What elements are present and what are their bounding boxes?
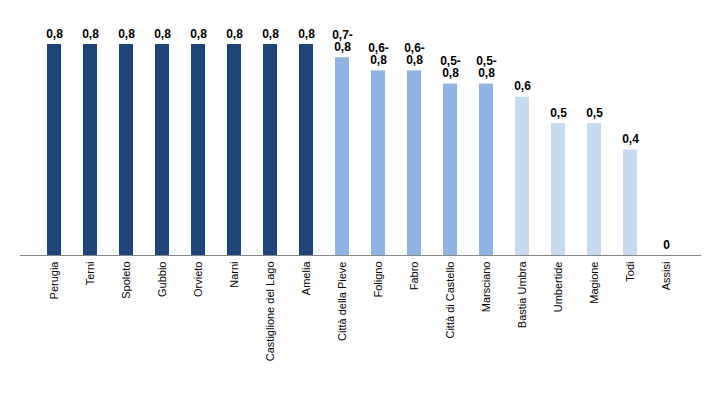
svg-text:Assisi: Assisi	[660, 262, 672, 291]
svg-text:Orvieto: Orvieto	[192, 262, 204, 297]
svg-text:0,8: 0,8	[82, 27, 99, 41]
svg-text:Amelia: Amelia	[300, 261, 312, 296]
svg-text:0,5: 0,5	[586, 106, 603, 120]
svg-text:Magione: Magione	[588, 262, 600, 304]
svg-text:Fabro: Fabro	[408, 262, 420, 291]
svg-text:Città della Pieve: Città della Pieve	[336, 262, 348, 342]
svg-text:0,8: 0,8	[298, 27, 315, 41]
svg-text:0,8: 0,8	[46, 27, 63, 41]
svg-text:0,5: 0,5	[550, 106, 567, 120]
svg-text:0,8: 0,8	[262, 27, 279, 41]
svg-text:Spoleto: Spoleto	[120, 262, 132, 299]
svg-text:Bastia Umbra: Bastia Umbra	[516, 261, 528, 329]
svg-text:0,5-0,8: 0,5-0,8	[440, 54, 461, 80]
svg-text:0,5-0,8: 0,5-0,8	[476, 54, 497, 80]
svg-text:0,8: 0,8	[118, 27, 135, 41]
svg-text:0,6: 0,6	[514, 79, 531, 93]
svg-text:Umbertide: Umbertide	[552, 262, 564, 313]
svg-text:Città di Castello: Città di Castello	[444, 262, 456, 339]
svg-text:Marsciano: Marsciano	[480, 262, 492, 313]
svg-text:0,6-0,8: 0,6-0,8	[368, 41, 389, 67]
svg-text:0,8: 0,8	[190, 27, 207, 41]
svg-text:0,7-0,8: 0,7-0,8	[332, 28, 353, 54]
svg-text:Todi: Todi	[624, 262, 636, 282]
svg-text:Castiglione del Lago: Castiglione del Lago	[264, 262, 276, 362]
svg-text:Foligno: Foligno	[372, 262, 384, 298]
svg-text:0,4: 0,4	[622, 132, 639, 146]
svg-text:0,8: 0,8	[154, 27, 171, 41]
svg-text:Terni: Terni	[84, 262, 96, 286]
svg-text:0,6-0,8: 0,6-0,8	[404, 41, 425, 67]
svg-text:Perugia: Perugia	[48, 261, 60, 300]
svg-text:Gubbio: Gubbio	[156, 262, 168, 297]
svg-text:0,8: 0,8	[226, 27, 243, 41]
svg-text:Narni: Narni	[228, 262, 240, 288]
svg-text:0: 0	[663, 238, 670, 252]
